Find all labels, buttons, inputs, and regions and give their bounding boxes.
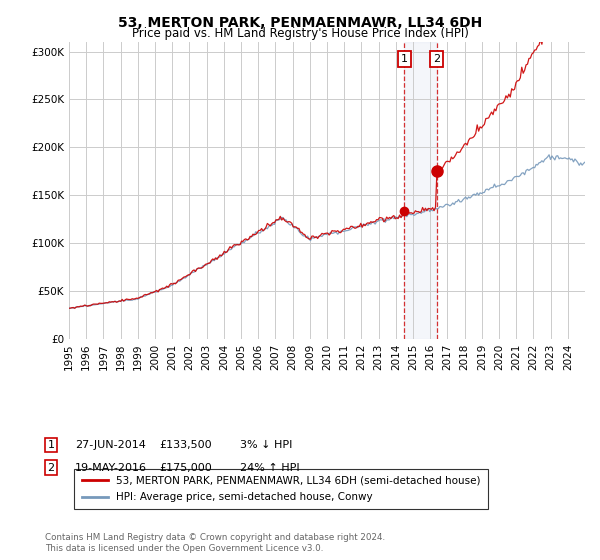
Text: 1: 1 <box>401 54 408 64</box>
Text: £133,500: £133,500 <box>159 440 212 450</box>
Text: 19-MAY-2016: 19-MAY-2016 <box>75 463 147 473</box>
Text: Price paid vs. HM Land Registry's House Price Index (HPI): Price paid vs. HM Land Registry's House … <box>131 27 469 40</box>
Text: 53, MERTON PARK, PENMAENMAWR, LL34 6DH: 53, MERTON PARK, PENMAENMAWR, LL34 6DH <box>118 16 482 30</box>
Text: Contains HM Land Registry data © Crown copyright and database right 2024.
This d: Contains HM Land Registry data © Crown c… <box>45 533 385 553</box>
Text: 27-JUN-2014: 27-JUN-2014 <box>75 440 146 450</box>
Text: 2: 2 <box>433 54 440 64</box>
Text: 2: 2 <box>47 463 55 473</box>
Bar <box>404 42 437 339</box>
Text: £175,000: £175,000 <box>159 463 212 473</box>
Text: 24% ↑ HPI: 24% ↑ HPI <box>240 463 299 473</box>
Legend: 53, MERTON PARK, PENMAENMAWR, LL34 6DH (semi-detached house), HPI: Average price: 53, MERTON PARK, PENMAENMAWR, LL34 6DH (… <box>74 469 488 510</box>
Text: 1: 1 <box>47 440 55 450</box>
Text: 3% ↓ HPI: 3% ↓ HPI <box>240 440 292 450</box>
